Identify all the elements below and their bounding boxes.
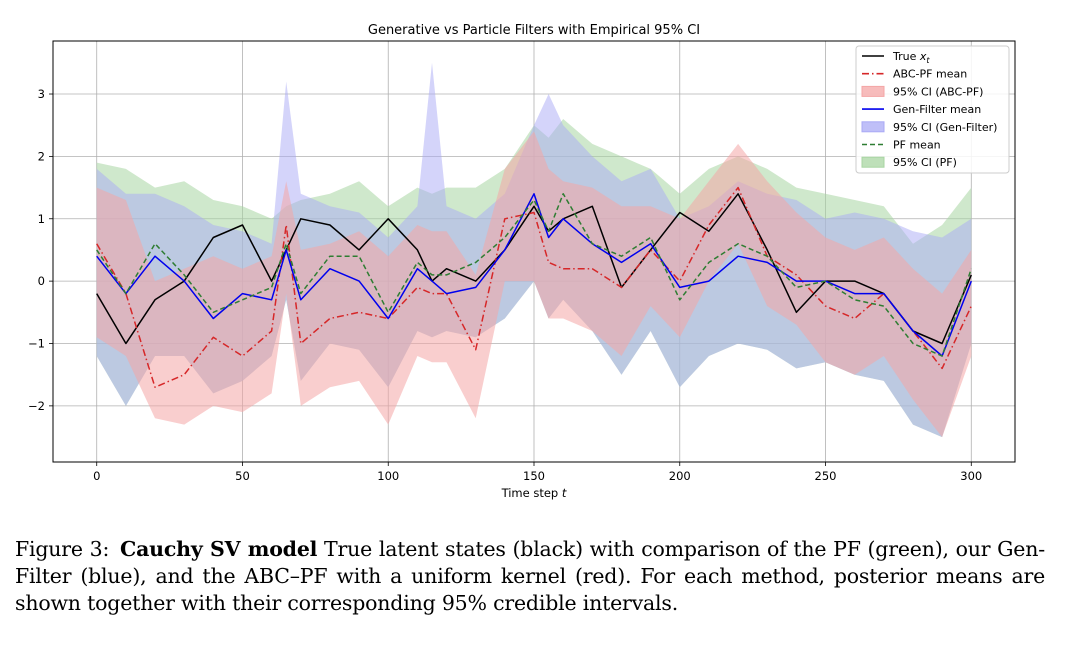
legend: True xt ABC-PF mean 95% CI (ABC-PF) Gen-Fil… (855, 45, 1010, 174)
axis-ticks: 0 50 100 150 200 250 300 −2 −1 0 1 2 3 (28, 87, 982, 483)
x-tick-label: 0 (93, 469, 100, 483)
series-line (96, 186, 972, 388)
legend-label: 95% CI (ABC-PF) (893, 85, 983, 98)
x-axis-label: Time step t (501, 486, 567, 500)
x-tick-label: 150 (523, 469, 545, 483)
series-line (96, 193, 973, 357)
series-line (96, 193, 972, 357)
legend-box (855, 45, 1010, 174)
caption-body: True latent states (black) with comparis… (15, 537, 1045, 615)
legend-label: 95% CI (PF) (893, 156, 957, 169)
legend-label: 95% CI (Gen-Filter) (893, 121, 997, 134)
plot-area (53, 41, 1015, 462)
legend-label: ABC-PF mean (893, 68, 967, 81)
legend-label: Gen-Filter mean (893, 103, 981, 116)
x-tick-label: 50 (235, 469, 250, 483)
legend-swatch (861, 85, 885, 97)
y-tick-label: 2 (38, 149, 45, 163)
figure-chart: Generative vs Particle Filters with Empi… (28, 23, 1016, 500)
figure-caption: Figure 3: Cauchy SV model True latent st… (15, 536, 1045, 617)
caption-label: Figure 3: (15, 537, 110, 561)
y-tick-label: −1 (28, 336, 45, 350)
y-tick-label: 3 (38, 87, 45, 101)
legend-swatch (861, 156, 885, 168)
x-tick-label: 250 (815, 469, 837, 483)
x-tick-label: 100 (377, 469, 399, 483)
ci-band (96, 131, 972, 438)
caption-title: Cauchy SV model (119, 537, 318, 561)
y-tick-label: −2 (28, 399, 45, 413)
chart-title: Generative vs Particle Filters with Empi… (368, 23, 700, 38)
x-tick-label: 200 (669, 469, 691, 483)
legend-label: True xt (892, 50, 930, 65)
series-line (96, 193, 972, 345)
y-tick-label: 0 (38, 274, 45, 288)
y-tick-label: 1 (38, 212, 45, 226)
x-tick-label: 300 (960, 469, 982, 483)
legend-label: PF mean (893, 139, 941, 152)
legend-swatch (861, 121, 885, 133)
